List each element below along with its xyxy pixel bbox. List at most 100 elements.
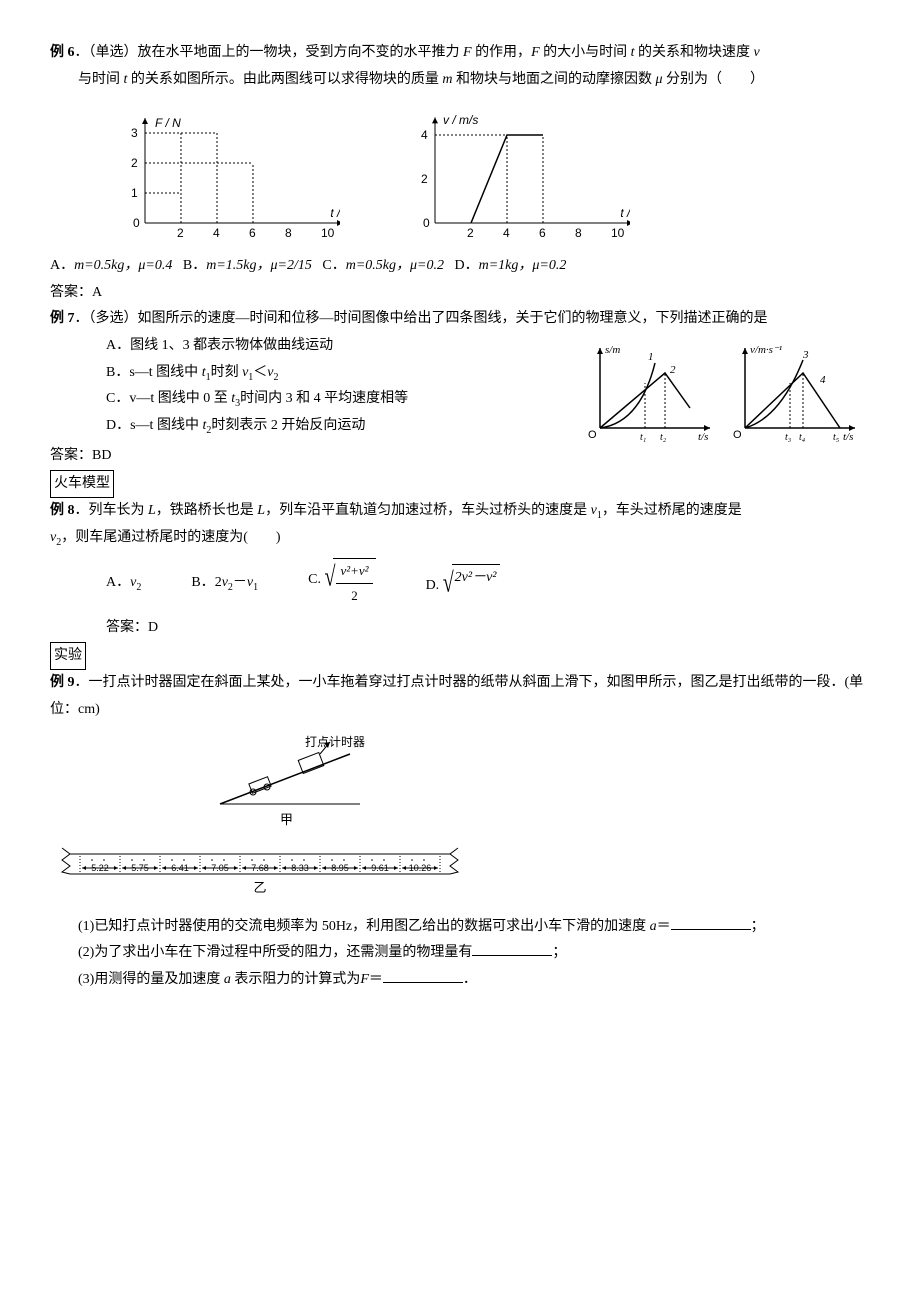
q8-B-v1s: 1 <box>253 582 258 593</box>
q6-options: A．m=0.5kg，μ=0.4 B．m=1.5kg，μ=2/15 C．m=0.5… <box>50 253 870 280</box>
q6-answer: 答案：A <box>50 280 870 307</box>
q9-p2: (2)为了求出小车在下滑过程中所受的阻力，还需测量的物理量有； <box>50 940 870 967</box>
svg-text:打点计时器: 打点计时器 <box>305 735 365 749</box>
q9-text: ．一打点计时器固定在斜面上某处，一小车拖着穿过打点计时器的纸带从斜面上滑下，如图… <box>50 675 863 717</box>
svg-text:t/s: t/s <box>843 431 853 443</box>
train-heading: 火车模型 <box>50 470 870 499</box>
svg-text:0: 0 <box>133 216 140 230</box>
q8-ans-lbl: 答案： <box>106 620 148 635</box>
q6-t5: 与时间 <box>78 72 120 87</box>
q7-type: （多选） <box>89 311 138 326</box>
q6-optC-lbl: C． <box>322 258 345 273</box>
q6-type: （单选） <box>89 45 138 60</box>
q7-B-mid: 时刻 <box>211 365 243 380</box>
svg-text:9.61: 9.61 <box>371 863 389 873</box>
q6-t2v: t <box>124 72 128 87</box>
q6-t2: 的作用， <box>475 45 531 60</box>
q9-p1-eq: ＝ <box>657 919 671 934</box>
q6-v: v <box>754 45 760 60</box>
q6-m: m <box>442 72 452 87</box>
q8-t2: ，铁路桥长也是 <box>156 503 254 518</box>
q6-line2: 与时间 t 的关系如图所示。由此两图线可以求得物块的质量 m 和物块与地面之间的… <box>50 67 870 94</box>
q6-graphs: F / Nt / s0123246810 v / m/st / s0242468… <box>110 103 870 243</box>
q9-figure: 打点计时器甲5.225.756.417.057.688.338.959.6110… <box>50 734 870 904</box>
q8-D-body: 2v²－v² <box>452 564 500 592</box>
svg-text:t / s: t / s <box>330 206 340 220</box>
q7-side-graphs: s/mt/sO12t₁t₂v/m·s⁻¹t/sO34t₃t₄t₅ <box>580 333 870 443</box>
q6-optD: m=1kg，μ=0.2 <box>479 258 567 273</box>
q7-D-post: 时刻表示 2 开始反向运动 <box>211 418 365 433</box>
svg-text:0: 0 <box>423 216 430 230</box>
q7-B-v2s: 2 <box>274 371 279 382</box>
svg-text:2: 2 <box>467 226 474 240</box>
svg-text:5.75: 5.75 <box>131 863 149 873</box>
q6-optD-lbl: D． <box>454 258 478 273</box>
q7-D-pre: D．s—t 图线中 <box>106 418 202 433</box>
q6-t: t <box>631 45 635 60</box>
svg-text:1: 1 <box>131 186 138 200</box>
q6-optB: m=1.5kg，μ=2/15 <box>206 258 312 273</box>
q9-p1-pre: (1)已知打点计时器使用的交流电频率为 50Hz，利用图乙给出的数据可求出小车下… <box>78 919 650 934</box>
svg-text:8.33: 8.33 <box>291 863 309 873</box>
svg-text:6.41: 6.41 <box>171 863 189 873</box>
q8-t3: ，列车沿平直轨道匀加速过桥，车头过桥头的速度是 <box>265 503 587 518</box>
q6-t4: 的关系和物块速度 <box>638 45 750 60</box>
svg-text:5.22: 5.22 <box>91 863 109 873</box>
svg-text:t₄: t₄ <box>799 432 806 443</box>
q8-t4: ，车头过桥尾的速度是 <box>602 503 742 518</box>
svg-text:O: O <box>733 429 742 441</box>
q9-p3-F: F <box>360 972 369 987</box>
q8-t5: ，则车尾通过桥尾时的速度为( ) <box>61 530 280 545</box>
q8-answer: 答案：D <box>50 615 870 642</box>
q7-label: 例 7 <box>50 311 75 326</box>
q9-p3-blank[interactable] <box>383 968 463 983</box>
svg-text:1: 1 <box>648 351 654 363</box>
q7-C-post: 时间内 3 和 4 平均速度相等 <box>240 391 408 406</box>
q8-label: 例 8 <box>50 503 75 518</box>
q9-p1-blank[interactable] <box>671 915 751 930</box>
q9-p3-a: a <box>224 972 231 987</box>
q9-p2-post: ； <box>552 945 566 960</box>
question-6: 例 6．（单选）放在水平地面上的一物块，受到方向不变的水平推力 F 的作用，F … <box>50 40 870 306</box>
svg-text:8: 8 <box>285 226 292 240</box>
svg-text:2: 2 <box>421 172 428 186</box>
svg-text:t₂: t₂ <box>660 432 667 443</box>
svg-text:8: 8 <box>575 226 582 240</box>
svg-text:O: O <box>588 429 597 441</box>
q8-optD: D. √2v²－v² <box>426 564 500 602</box>
svg-text:v/m·s⁻¹: v/m·s⁻¹ <box>750 344 782 356</box>
q6-F2: F <box>531 45 540 60</box>
svg-text:t / s: t / s <box>620 206 630 220</box>
q9-p2-blank[interactable] <box>472 941 552 956</box>
q9-p1: (1)已知打点计时器使用的交流电频率为 50Hz，利用图乙给出的数据可求出小车下… <box>50 914 870 941</box>
q8-A-s: 2 <box>136 582 141 593</box>
train-heading-text: 火车模型 <box>50 470 114 499</box>
q8-B-minus: － <box>233 575 247 590</box>
svg-text:8.95: 8.95 <box>331 863 349 873</box>
svg-text:t₅: t₅ <box>833 432 840 443</box>
q9-p1-post: ； <box>751 919 765 934</box>
q6-t3: 的大小与时间 <box>543 45 627 60</box>
svg-text:6: 6 <box>539 226 546 240</box>
exp-heading: 实验 <box>50 642 870 671</box>
svg-text:t₁: t₁ <box>640 432 646 443</box>
svg-text:v / m/s: v / m/s <box>443 113 478 127</box>
svg-text:2: 2 <box>670 364 676 376</box>
svg-text:4: 4 <box>421 128 428 142</box>
svg-text:3: 3 <box>802 349 809 361</box>
q6-ans: A <box>92 285 102 300</box>
q6-optC: m=0.5kg，μ=0.2 <box>346 258 444 273</box>
q7-ans: BD <box>92 448 111 463</box>
svg-text:2: 2 <box>131 156 138 170</box>
q7-C-pre: C．v—t 图线中 0 至 <box>106 391 231 406</box>
q8-ans: D <box>148 620 158 635</box>
q6-graph-v-t: v / m/st / s024246810 <box>400 103 630 243</box>
svg-text:7.68: 7.68 <box>251 863 269 873</box>
q8-options: A．v2 B．2v2－v1 C. √v²+v²2 D. √2v²－v² <box>50 558 870 609</box>
q9-p3: (3)用测得的量及加速度 a 表示阻力的计算式为F＝． <box>50 967 870 994</box>
q9-p3-post: ． <box>463 972 477 987</box>
svg-text:2: 2 <box>177 226 184 240</box>
exp-heading-text: 实验 <box>50 642 86 671</box>
svg-text:s/m: s/m <box>605 344 620 356</box>
svg-text:F / N: F / N <box>155 116 181 130</box>
